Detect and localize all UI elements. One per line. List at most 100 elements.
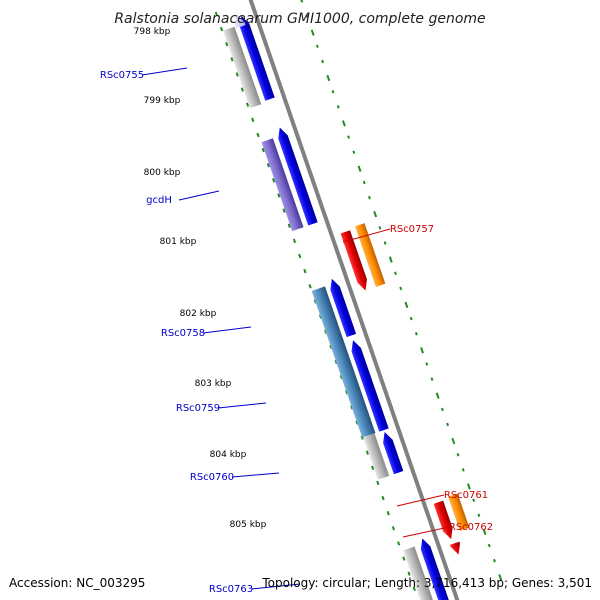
gene-label-RSc0762: RSc0762 (449, 522, 493, 533)
gene-label-RSc0758: RSc0758 (161, 328, 205, 339)
gc-skew-mark (420, 347, 424, 354)
backbone-line (239, 0, 465, 600)
gene-block-RSc0763 (403, 546, 438, 600)
gc-skew-mark (482, 528, 487, 536)
leader-line (202, 326, 252, 334)
gene-label-RSc0760: RSc0760 (190, 472, 234, 483)
gc-skew-mark (331, 89, 335, 94)
gc-skew-mark (388, 256, 393, 263)
gene-label-RSc0759: RSc0759 (176, 403, 220, 414)
gc-skew-mark (472, 498, 476, 502)
gene-block-RSc0760 (363, 433, 390, 480)
feature-tracks: 798 kbp 799 kbp 800 kbp 801 kbp 802 kbp 803 k… (100, 0, 503, 600)
gc-skew-mark (240, 87, 244, 92)
gc-skew-mark (261, 147, 265, 153)
cds-gcdH (278, 127, 318, 226)
gc-skew-mark (376, 480, 380, 486)
gc-skew-mark (352, 150, 356, 154)
gc-skew-mark (362, 180, 366, 185)
gc-skew-mark (402, 556, 406, 561)
gc-skew-mark (435, 392, 440, 399)
gc-skew-mark (225, 41, 229, 47)
gene-block-RSc0758-RSc0759 (311, 286, 376, 438)
gc-skew-mark (321, 59, 325, 64)
leader-line (396, 494, 445, 507)
gc-skew-mark (386, 510, 390, 516)
gc-skew-mark (493, 558, 496, 563)
gc-skew-mark (378, 226, 382, 230)
gc-skew-mark (381, 495, 385, 501)
gc-skew-mark (414, 332, 418, 336)
gc-skew-mark (277, 193, 281, 198)
gc-skew-mark (498, 574, 503, 581)
gc-skew-mark (467, 483, 471, 490)
cds-RSc0761 (433, 500, 453, 540)
gc-skew-mark (214, 11, 218, 17)
gene-label-RSc0761: RSc0761 (444, 490, 488, 501)
gc-skew-mark (272, 178, 276, 183)
cds-fragment (235, 14, 246, 29)
gene-block-RSc0755 (223, 26, 262, 109)
gene-label-gcdH: gcdH (146, 195, 172, 206)
gc-skew-mark (251, 117, 255, 123)
gc-skew-mark (347, 135, 351, 139)
gc-skew-mark (477, 513, 481, 518)
gc-skew-mark (383, 241, 387, 245)
gc-skew-mark (407, 571, 411, 576)
gc-skew-mark (235, 72, 239, 77)
gc-skew-mark (287, 223, 291, 228)
accession-label: Accession: NC_003295 (9, 576, 145, 590)
leader-line (231, 472, 280, 478)
gc-skew-mark (256, 132, 260, 138)
gc-skew-mark (394, 271, 397, 275)
cds-RSc0760 (383, 431, 404, 475)
gene-label-RSc0757: RSc0757 (390, 224, 434, 235)
cds-RSc0755 (239, 15, 275, 101)
cds-RSc0758 (330, 278, 357, 338)
gc-skew-mark (282, 208, 286, 213)
cds-RSc0763 (420, 538, 452, 600)
gc-skew-mark (446, 422, 450, 427)
gc-skew-mark (300, 0, 304, 3)
map-frame (214, 0, 503, 600)
cds-RSc0762 (449, 541, 461, 555)
gc-skew-mark (430, 377, 434, 381)
gc-skew-mark (412, 586, 416, 592)
tick-label: 802 kbp (180, 309, 217, 319)
tick-label: 801 kbp (160, 237, 197, 247)
gc-skew-mark (399, 286, 403, 291)
gc-skew-mark (425, 362, 429, 366)
leader-line (178, 190, 220, 201)
gc-skew-mark (315, 44, 319, 49)
gc-skew-mark (440, 407, 444, 412)
gc-skew-mark (305, 14, 309, 18)
gc-skew-mark (487, 543, 491, 548)
map-title: Ralstonia solanacearum GMI1000, complete… (114, 11, 485, 27)
tick-label: 798 kbp (134, 27, 171, 37)
gc-skew-mark (326, 74, 331, 82)
leader-line (217, 402, 267, 409)
gc-skew-mark (292, 238, 297, 244)
gc-skew-mark (456, 453, 460, 457)
gc-skew-mark (373, 210, 378, 218)
gc-skew-mark (451, 437, 456, 445)
tick-label: 803 kbp (195, 379, 232, 389)
gene-label-RSc0755: RSc0755 (100, 70, 144, 81)
gc-skew-mark (310, 29, 315, 36)
gc-skew-mark (266, 163, 271, 168)
gc-skew-mark (336, 105, 340, 109)
gc-skew-mark (308, 284, 312, 289)
gc-skew-mark (409, 316, 413, 321)
leader-line (402, 526, 450, 538)
tick-label: 799 kbp (144, 96, 181, 106)
leader-line (141, 67, 188, 76)
gc-skew-mark (298, 253, 302, 259)
gc-skew-mark (365, 450, 370, 455)
gc-skew-mark (357, 165, 362, 172)
gc-skew-mark (391, 526, 396, 531)
leader-line (250, 583, 301, 590)
gene-label-RSc0763: RSc0763 (209, 584, 253, 595)
gc-skew-mark (219, 26, 224, 32)
gc-skew-mark (368, 195, 371, 200)
